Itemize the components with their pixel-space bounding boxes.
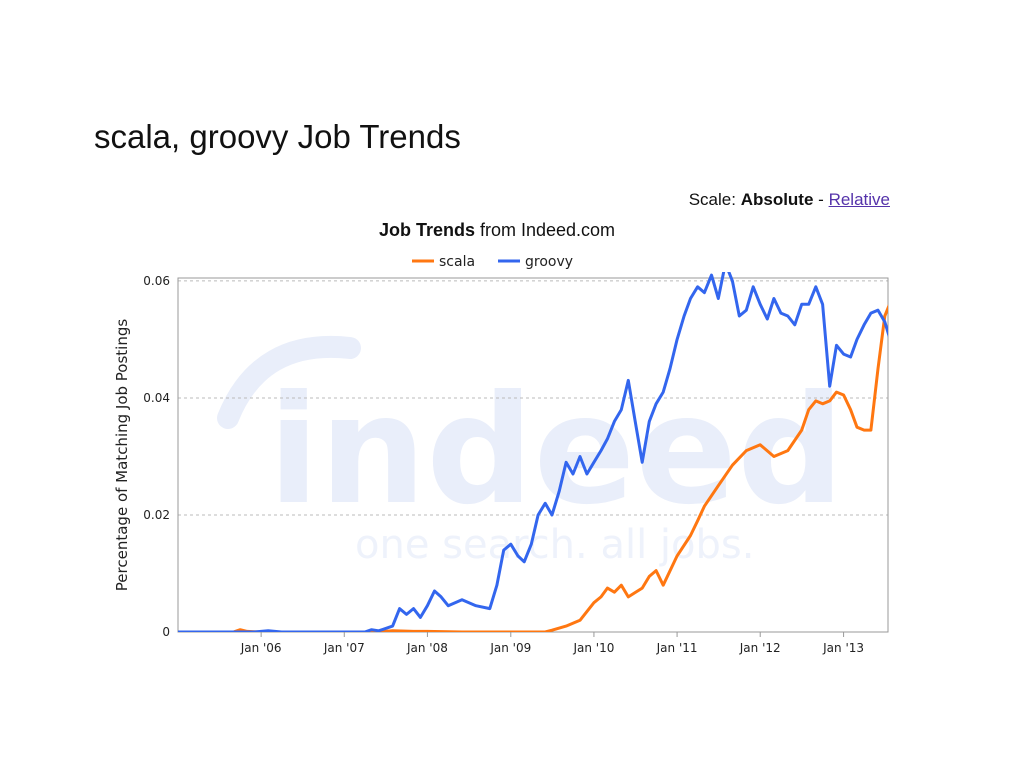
scale-relative-link[interactable]: Relative — [828, 190, 890, 209]
x-tick-label: Jan '09 — [489, 641, 531, 655]
watermark-tagline: one search. all jobs. — [355, 522, 754, 568]
legend-label-groovy: groovy — [525, 254, 573, 270]
grid-lines — [178, 280, 888, 516]
x-tick-label: Jan '08 — [406, 641, 448, 655]
scale-separator: - — [818, 190, 824, 209]
watermark-word: indeed — [268, 364, 844, 538]
scale-label: Scale: — [688, 190, 736, 209]
scale-absolute-option[interactable]: Absolute — [740, 190, 814, 209]
legend-label-scala: scala — [439, 254, 475, 270]
x-tick-label: Jan '07 — [323, 641, 365, 655]
indeed-watermark: indeed one search. all jobs. — [217, 335, 844, 568]
y-axis-label: Percentage of Matching Job Postings — [113, 319, 131, 592]
x-tick-label: Jan '13 — [822, 641, 864, 655]
x-tick-label: Jan '10 — [572, 641, 614, 655]
y-axis: 0 0.02 0.04 0.06 — [143, 274, 170, 639]
legend: scala groovy — [412, 254, 573, 270]
series-layer — [178, 272, 888, 632]
x-tick-label: Jan '12 — [739, 641, 781, 655]
page-title: scala, groovy Job Trends — [94, 118, 461, 155]
x-tick-label: Jan '06 — [240, 641, 282, 655]
y-tick-label: 0.06 — [143, 274, 170, 288]
y-tick-label: 0.04 — [143, 391, 170, 405]
chart-title-rest: from Indeed.com — [479, 220, 616, 240]
series-line-scala — [178, 304, 888, 632]
y-tick-label: 0 — [162, 625, 170, 639]
x-tick-label: Jan '11 — [656, 641, 698, 655]
y-tick-label: 0.02 — [143, 508, 170, 522]
series-line-groovy — [178, 272, 888, 632]
x-axis: Jan '06 Jan '07 Jan '08 Jan '09 Jan '10 Jan '… — [240, 632, 864, 655]
scale-selector: Scale: Absolute - Relative — [689, 190, 890, 210]
watermark-swoosh — [217, 335, 361, 429]
chart-title: Job Trends from Indeed.com — [0, 220, 994, 241]
chart-title-bold: Job Trends — [378, 220, 475, 240]
